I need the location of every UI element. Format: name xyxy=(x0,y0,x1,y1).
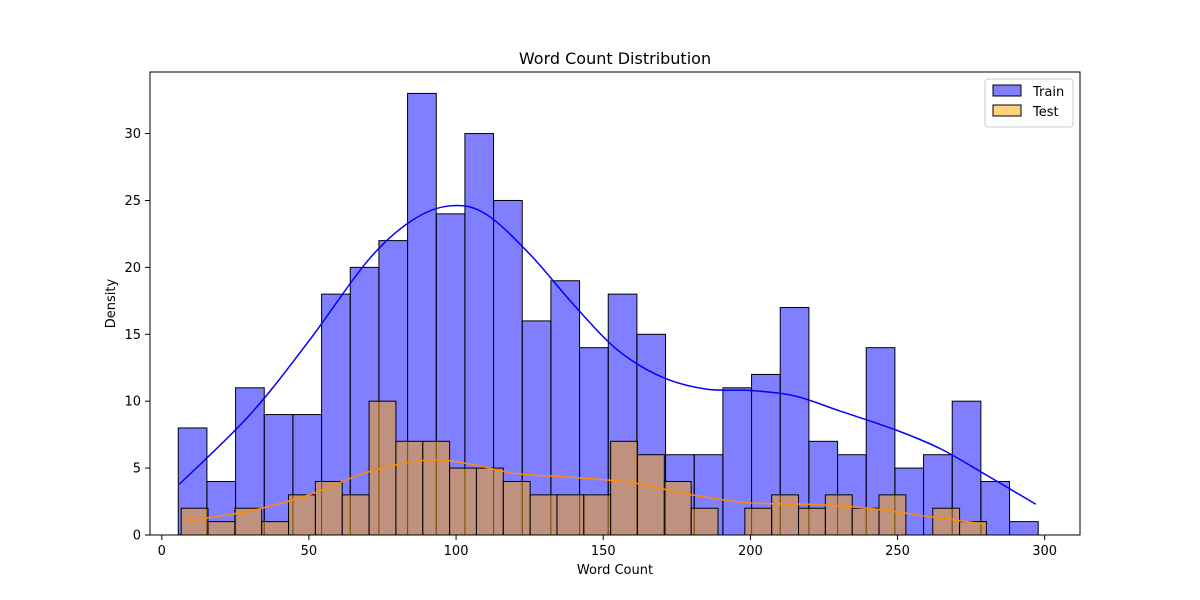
test-bar xyxy=(878,494,907,536)
legend: Train Test xyxy=(984,78,1074,128)
train-kde-line xyxy=(178,204,1037,505)
test-bar xyxy=(690,507,719,536)
test-bar xyxy=(475,467,504,536)
x-tick-label: 200 xyxy=(738,544,763,559)
test-bar xyxy=(824,494,853,536)
legend-label-test: Test xyxy=(1032,105,1059,120)
test-bar xyxy=(502,480,531,536)
y-tick-label: 0 xyxy=(133,529,141,544)
y-tick-label: 15 xyxy=(124,328,141,343)
legend-swatch-train xyxy=(992,84,1022,97)
y-tick-label: 10 xyxy=(124,395,141,410)
y-tick-label: 30 xyxy=(124,127,141,142)
test-bar xyxy=(583,494,612,536)
test-bar xyxy=(207,521,236,536)
legend-label-train: Train xyxy=(1032,85,1064,100)
test-bar xyxy=(529,494,558,536)
test-bar xyxy=(314,480,343,536)
test-bar xyxy=(395,440,424,536)
test-bar xyxy=(851,507,880,536)
x-tick-label: 50 xyxy=(301,544,318,559)
train-bar xyxy=(1009,521,1039,536)
chart-title: Word Count Distribution xyxy=(519,49,711,68)
test-bar xyxy=(341,494,370,536)
x-tick-label: 300 xyxy=(1032,544,1057,559)
test-bar xyxy=(636,454,665,536)
y-axis-ticks: 0 5 10 15 20 25 30 xyxy=(124,127,150,544)
x-tick-label: 0 xyxy=(158,544,166,559)
x-tick-label: 150 xyxy=(591,544,616,559)
y-tick-label: 5 xyxy=(133,462,141,477)
x-axis-label: Word Count xyxy=(577,563,653,578)
test-bars xyxy=(180,400,987,536)
plot-frame xyxy=(149,71,1081,536)
test-bar xyxy=(798,507,826,536)
test-bar xyxy=(771,494,800,536)
y-tick-label: 20 xyxy=(124,261,141,276)
test-bar xyxy=(610,440,638,536)
test-bar xyxy=(932,507,961,536)
test-bar xyxy=(261,521,290,536)
train-bar xyxy=(550,280,581,536)
test-bar xyxy=(234,507,263,536)
test-kde-line xyxy=(182,459,986,526)
test-bar xyxy=(288,494,316,536)
x-tick-label: 250 xyxy=(885,544,910,559)
x-axis-ticks: 0 50 100 150 200 250 300 xyxy=(158,535,1057,559)
test-bar xyxy=(422,440,451,536)
test-bar xyxy=(449,467,477,536)
train-bars xyxy=(177,92,1039,536)
y-axis-label: Density xyxy=(104,278,119,328)
test-bar xyxy=(556,494,585,536)
x-tick-label: 100 xyxy=(444,544,469,559)
legend-swatch-test xyxy=(992,104,1022,117)
y-tick-label: 25 xyxy=(124,194,141,209)
test-bar xyxy=(744,507,773,536)
